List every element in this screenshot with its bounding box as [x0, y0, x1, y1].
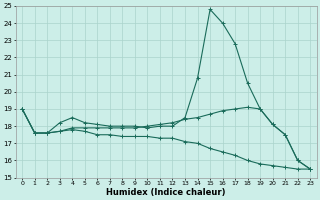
X-axis label: Humidex (Indice chaleur): Humidex (Indice chaleur): [107, 188, 226, 197]
